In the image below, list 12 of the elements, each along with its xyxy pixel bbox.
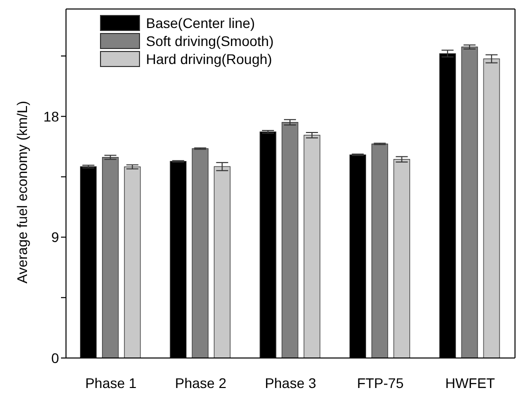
y-tick-label: 18 [43, 108, 60, 124]
y-tick-label: 0 [51, 350, 60, 366]
y-axis-title: Average fuel economy (km/L) [14, 100, 30, 284]
legend-label: Base(Center line) [146, 14, 255, 32]
legend-label: Hard driving(Rough) [146, 50, 272, 68]
x-tick-label: Phase 2 [175, 374, 227, 391]
x-tick-label: Phase 3 [264, 374, 316, 391]
legend-label: Soft driving(Smooth) [146, 32, 274, 50]
x-tick-label: FTP-75 [356, 374, 404, 391]
x-tick-label: Phase 1 [85, 374, 137, 391]
x-tick-label: HWFET [445, 374, 496, 391]
y-tick-label: 9 [51, 229, 60, 246]
